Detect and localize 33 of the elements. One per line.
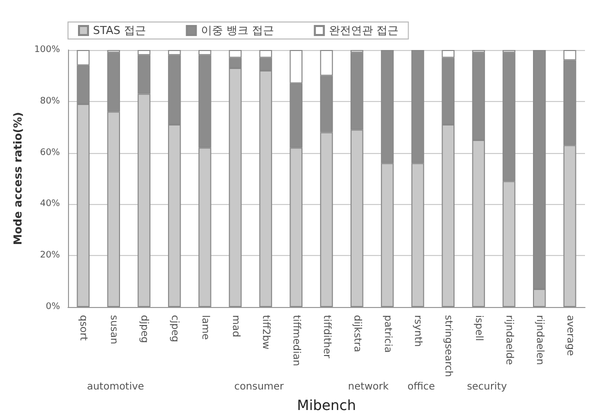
- x-tick-label: tiff2bw: [260, 315, 272, 350]
- x-tick-label: qsort: [78, 315, 89, 341]
- legend-label: 완전연관 접근: [328, 24, 398, 37]
- x-tick-label: mad: [230, 315, 241, 338]
- x-tick-label: rijndaelde: [503, 315, 514, 365]
- x-tick-label: susan: [108, 315, 120, 344]
- y-tick-label: 80%: [40, 96, 60, 106]
- x-tick-label: djpeg: [138, 315, 150, 343]
- y-tick-label: 100%: [34, 45, 60, 55]
- x-tick-label: cjpeg: [168, 315, 180, 342]
- x-tick-label: ispell: [473, 315, 484, 342]
- y-tick-label: 0%: [46, 302, 60, 312]
- text: office: [407, 382, 435, 392]
- text: automotive: [86, 382, 144, 392]
- x-tick-label: dijkstra: [351, 315, 362, 352]
- y-tick-label: 20%: [40, 250, 60, 261]
- x-axis-title: Mibench: [297, 398, 356, 414]
- x-tick-label: rsynth: [412, 315, 424, 347]
- x-tick-label: stringsearch: [442, 315, 454, 377]
- text: network: [348, 382, 389, 392]
- x-tick-label: tiffdither: [321, 315, 332, 360]
- x-tick-label: tiffmedian: [290, 315, 302, 366]
- text: security: [466, 382, 507, 392]
- y-tick-label: 40%: [40, 199, 60, 210]
- x-tick-label: rijndaelen: [534, 315, 545, 365]
- x-tick-label: average: [564, 315, 576, 356]
- text: consumer: [234, 382, 285, 392]
- y-tick-label: 60%: [40, 148, 60, 158]
- legend-label: STAS 접근: [93, 24, 146, 37]
- y-axis-title: Mode access ratio(%): [11, 112, 24, 246]
- x-tick-label: patricia: [382, 315, 393, 353]
- x-tick-label: lame: [199, 315, 210, 340]
- legend-label: 이중 뱅크 접근: [200, 24, 274, 37]
